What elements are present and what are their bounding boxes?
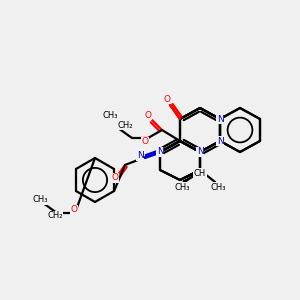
Text: O: O [142,137,148,146]
Text: CH: CH [194,169,206,178]
Text: N: N [196,148,203,157]
Text: N: N [217,115,224,124]
Text: N: N [136,152,143,160]
Text: N: N [157,148,164,157]
Text: N: N [196,148,203,157]
Text: O: O [164,94,170,103]
Text: O: O [164,94,170,103]
Text: N: N [217,115,224,124]
Text: CH₃: CH₃ [32,196,48,205]
Text: N: N [217,136,224,146]
Text: CH₃: CH₃ [210,182,226,191]
Text: CH₃: CH₃ [174,182,190,191]
Text: CH₂: CH₂ [117,121,133,130]
Text: O: O [145,110,152,119]
Text: O: O [70,206,77,214]
Text: O: O [112,173,118,182]
Text: CH₂: CH₂ [47,212,63,220]
Text: CH₃: CH₃ [102,112,118,121]
Text: N: N [157,148,164,157]
Text: N: N [217,136,224,146]
